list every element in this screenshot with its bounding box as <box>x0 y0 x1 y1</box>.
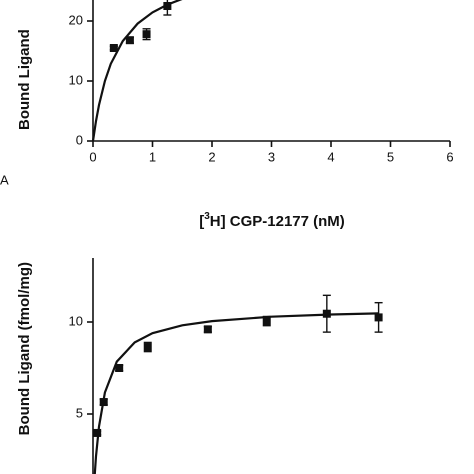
data-point <box>99 398 108 407</box>
x-tick-label: 0 <box>89 149 96 164</box>
data-point <box>374 313 383 322</box>
data-point <box>262 317 271 326</box>
fit-curve <box>91 0 183 142</box>
x-axis-label-part: H] CGP-12177 (nM) <box>210 213 345 230</box>
x-axis-label-part: [ <box>199 213 204 230</box>
y-axis-label: Bound Ligand <box>16 29 33 130</box>
fit-curve <box>93 312 379 474</box>
x-tick-label: 1 <box>149 149 156 164</box>
data-point <box>115 364 124 372</box>
panel-label: A <box>0 172 9 187</box>
x-tick-label: 6 <box>446 149 453 164</box>
data-point <box>143 343 152 352</box>
data-point <box>322 309 331 318</box>
x-tick-label: 3 <box>268 149 275 164</box>
data-point <box>203 325 212 334</box>
y-axis-label: Bound Ligand (fmol/mg) <box>16 262 33 435</box>
y-tick-label: 10 <box>69 72 83 87</box>
y-tick-label: 5 <box>76 405 83 420</box>
x-axis-label: [3H] CGP-12177 (nM) <box>199 211 345 230</box>
data-point <box>142 30 151 39</box>
data-point <box>125 36 134 45</box>
data-point <box>109 44 118 52</box>
x-tick-label: 4 <box>327 149 334 164</box>
y-tick-label: 0 <box>76 132 83 147</box>
data-point <box>163 2 172 10</box>
x-tick-label: 5 <box>387 149 394 164</box>
y-tick-label: 20 <box>69 12 83 27</box>
data-point <box>93 428 102 437</box>
y-tick-label: 10 <box>69 313 83 328</box>
x-axis-label-part: 3 <box>204 211 210 222</box>
x-tick-label: 2 <box>208 149 215 164</box>
